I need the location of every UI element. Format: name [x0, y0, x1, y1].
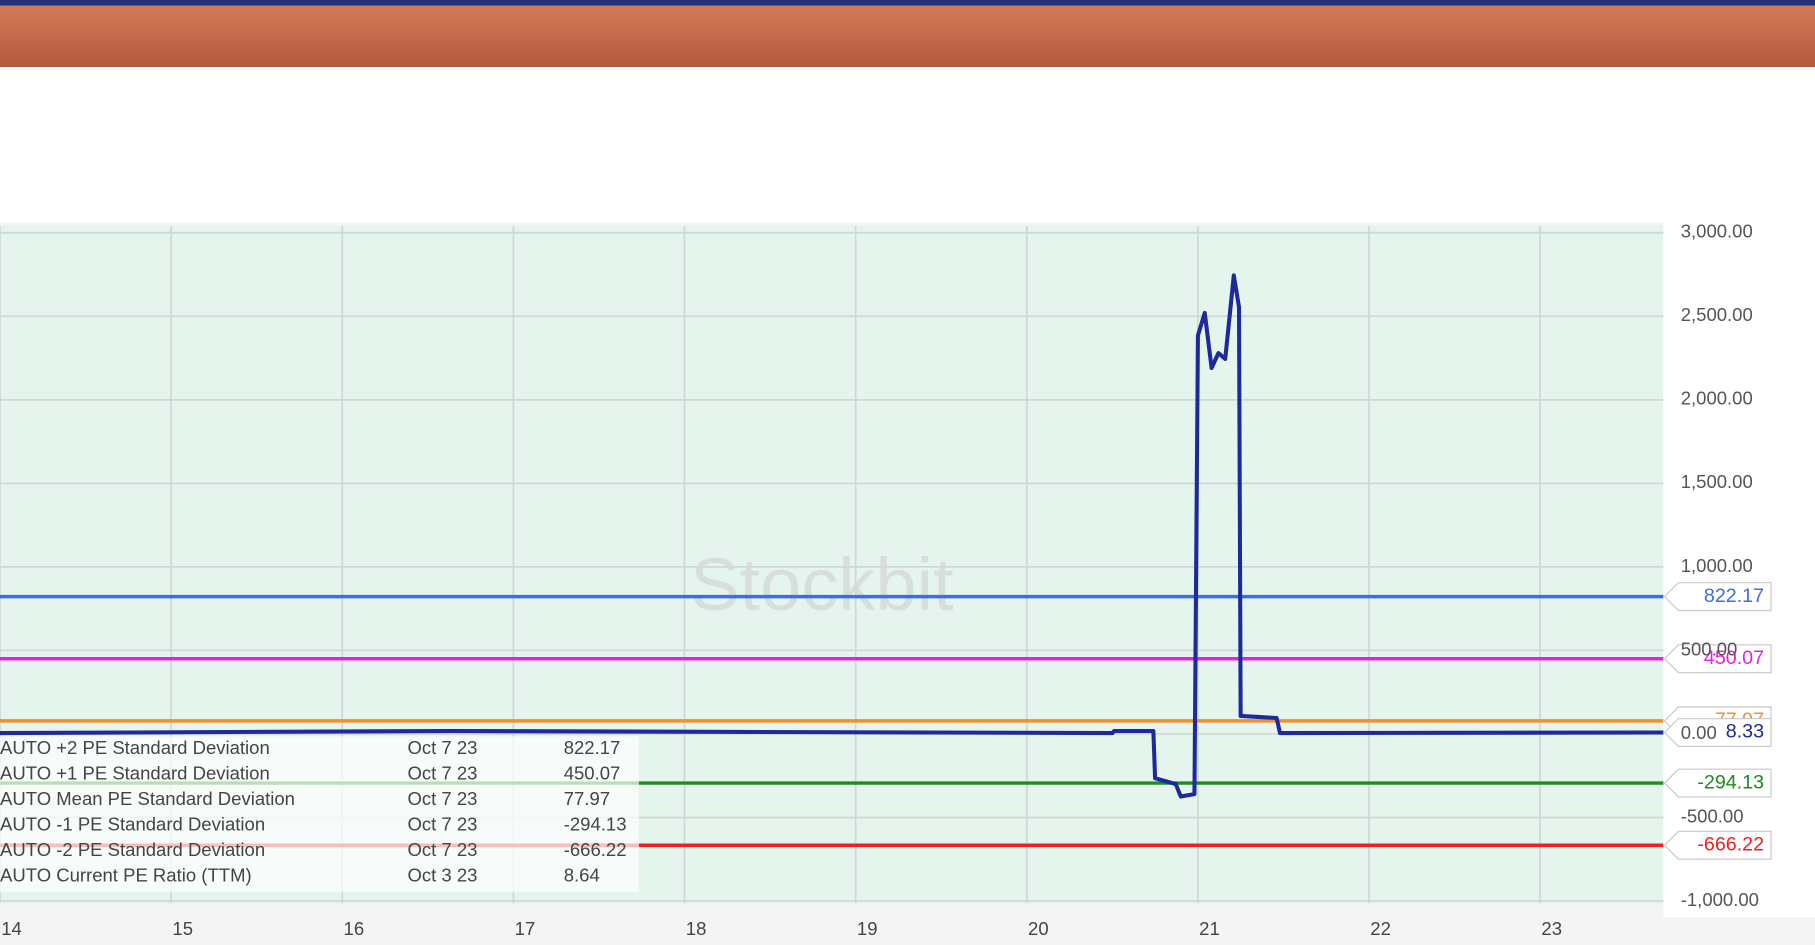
y-tick-label: -1,000.00 [1681, 889, 1759, 910]
legend-date: Oct 3 23 [407, 865, 477, 886]
y-tick-label: -500.00 [1681, 805, 1744, 826]
y-tick-label: 500.00 [1681, 638, 1738, 659]
price-tag-label: -666.22 [1697, 833, 1764, 855]
x-tick-label: 22 [1370, 918, 1391, 939]
legend-value: -666.22 [564, 839, 627, 860]
x-tick-label: 15 [172, 918, 193, 939]
legend-name: AUTO Current PE Ratio (TTM) [0, 865, 252, 886]
x-tick-label: 21 [1199, 918, 1220, 939]
legend-value: 77.97 [564, 788, 610, 809]
page: {"chart_data": { "type": "line", "waterm… [0, 0, 1815, 945]
screenshot: Stockbit AUTO +2 PE Standard Deviation Oc… [0, 0, 1815, 945]
legend-name: AUTO -1 PE Standard Deviation [0, 814, 265, 835]
y-tick-label: 2,000.00 [1681, 388, 1753, 409]
x-tick-label: 17 [515, 918, 536, 939]
legend-date: Oct 7 23 [407, 763, 477, 784]
legend-name: AUTO +2 PE Standard Deviation [0, 737, 270, 758]
x-tick-label: 14 [1, 918, 22, 939]
y-tick-label: 3,000.00 [1681, 221, 1753, 242]
y-tick-label: 2,500.00 [1681, 304, 1753, 325]
legend-value: 450.07 [564, 763, 621, 784]
y-tick-label: 0.00 [1681, 722, 1717, 743]
legend-date: Oct 7 23 [407, 788, 477, 809]
price-tag-label: 822.17 [1704, 585, 1764, 607]
price-tag-label: -294.13 [1697, 771, 1764, 793]
legend-date: Oct 7 23 [407, 814, 477, 835]
banner [0, 6, 1815, 67]
y-tick-label: 1,500.00 [1681, 471, 1753, 492]
legend-date: Oct 7 23 [407, 839, 477, 860]
legend-name: AUTO Mean PE Standard Deviation [0, 788, 295, 809]
legend-date: Oct 7 23 [407, 737, 477, 758]
legend-name: AUTO +1 PE Standard Deviation [0, 763, 270, 784]
legend-table: AUTO +2 PE Standard Deviation Oct 7 23 822… [0, 737, 639, 892]
y-tick-label: 1,000.00 [1681, 555, 1753, 576]
watermark: Stockbit [690, 543, 954, 626]
x-tick-label: 19 [857, 918, 878, 939]
x-tick-label: 23 [1541, 918, 1562, 939]
legend-value: 8.64 [564, 865, 600, 886]
x-tick-label: 20 [1028, 918, 1049, 939]
x-tick-label: 18 [686, 918, 707, 939]
top-bar [0, 0, 1815, 6]
legend-value: 822.17 [564, 737, 621, 758]
header-space [0, 67, 1815, 222]
x-tick-label: 16 [344, 918, 365, 939]
legend-name: AUTO -2 PE Standard Deviation [0, 839, 265, 860]
legend-value: -294.13 [564, 814, 627, 835]
price-tag-label: 8.33 [1726, 721, 1764, 743]
